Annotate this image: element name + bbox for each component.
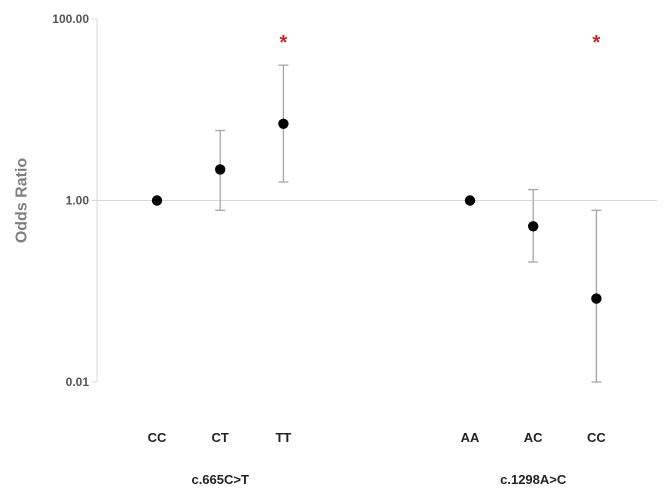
chart-axes: [96, 19, 657, 382]
category-label: CC: [148, 430, 167, 445]
data-point: [215, 164, 226, 175]
y-tick-label: 1.00: [66, 194, 90, 208]
significance-asterisk: *: [593, 32, 601, 54]
data-point: [591, 293, 602, 304]
category-labels: CC CT TT AA AC CC: [148, 430, 607, 445]
data-point: [278, 118, 289, 130]
data-point: [464, 195, 476, 206]
group-label: c.1298A>C: [500, 472, 567, 487]
data-point: [528, 221, 539, 232]
error-bars: [215, 64, 602, 383]
group-labels: c.665C>T c.1298A>C: [191, 472, 566, 487]
data-point: [151, 195, 163, 206]
y-tick-label: 100.00: [52, 12, 89, 26]
y-axis-ticks: 0.01 1.00 100.00: [52, 12, 97, 389]
y-axis-title: Odds Ratio: [14, 158, 31, 244]
category-label: CC: [587, 430, 606, 445]
category-label: TT: [275, 430, 291, 445]
category-label: AC: [524, 430, 543, 445]
group-label: c.665C>T: [191, 472, 249, 487]
y-tick-label: 0.01: [66, 375, 90, 389]
category-label: AA: [461, 430, 480, 445]
significance-asterisk: *: [280, 32, 288, 54]
data-markers: [151, 118, 602, 304]
category-label: CT: [212, 430, 229, 445]
significance-markers: * *: [280, 32, 601, 54]
